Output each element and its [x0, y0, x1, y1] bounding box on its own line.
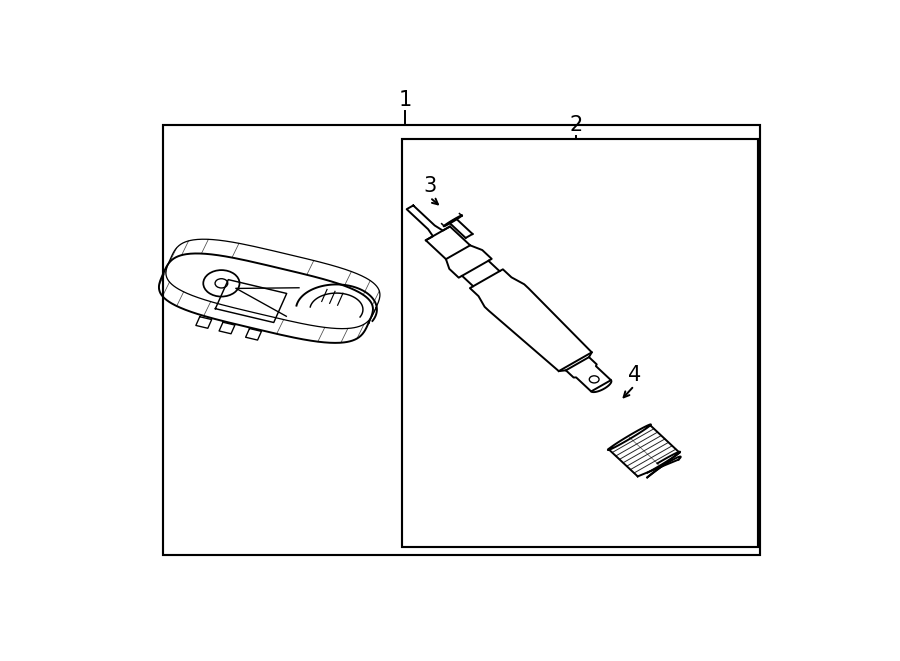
Text: 2: 2 [570, 115, 583, 135]
Text: 3: 3 [423, 176, 436, 196]
Bar [163, 125, 760, 555]
Bar [402, 139, 758, 547]
Text: 4: 4 [627, 364, 641, 385]
Text: 1: 1 [399, 90, 412, 110]
